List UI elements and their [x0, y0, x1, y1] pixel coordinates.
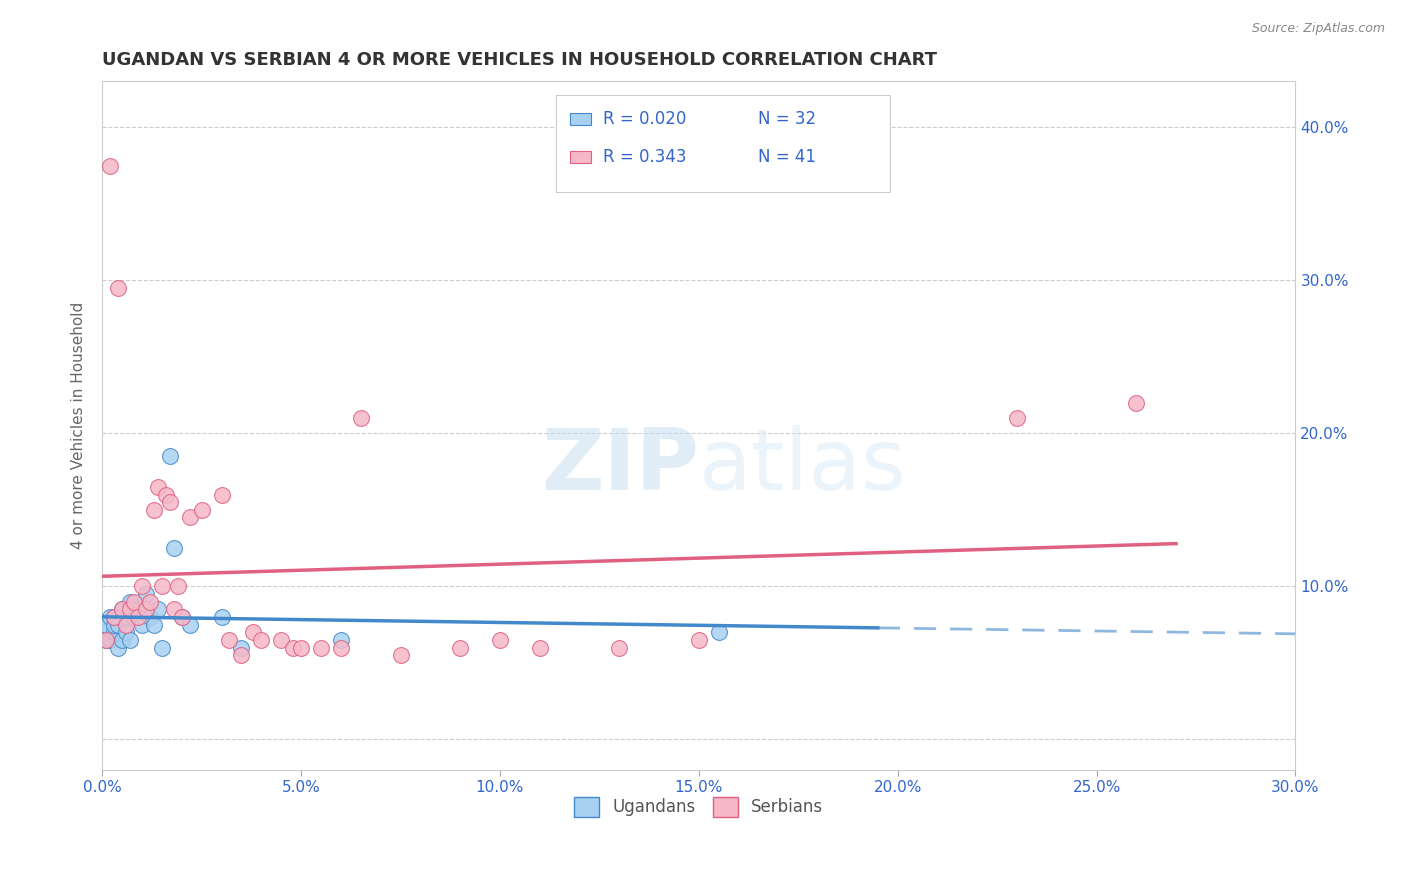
FancyBboxPatch shape [569, 151, 592, 163]
Point [155, 487, 177, 501]
FancyBboxPatch shape [555, 95, 890, 192]
Point [98, 159, 121, 173]
Point [103, 610, 125, 624]
Point [159, 450, 181, 464]
Text: UGANDAN VS SERBIAN 4 OR MORE VEHICLES IN HOUSEHOLD CORRELATION CHART: UGANDAN VS SERBIAN 4 OR MORE VEHICLES IN… [103, 51, 938, 69]
Text: N = 41: N = 41 [758, 148, 817, 166]
Point [489, 632, 512, 647]
Point [150, 579, 173, 593]
Point [329, 640, 352, 655]
Point [179, 617, 201, 632]
Point [290, 640, 312, 655]
Point [329, 632, 352, 647]
Point [146, 480, 169, 494]
Point [159, 495, 181, 509]
Point [150, 640, 173, 655]
Point [688, 632, 710, 647]
Point [170, 610, 193, 624]
Point [142, 617, 165, 632]
Point [103, 617, 125, 632]
Point [103, 610, 125, 624]
Text: Source: ZipAtlas.com: Source: ZipAtlas.com [1251, 22, 1385, 36]
Text: atlas: atlas [699, 425, 907, 508]
Point [142, 503, 165, 517]
Point [111, 602, 134, 616]
Point [107, 617, 129, 632]
Point [122, 610, 145, 624]
Point [350, 411, 373, 425]
Point [118, 595, 141, 609]
Point [98, 610, 121, 624]
Point [190, 503, 212, 517]
Point [139, 595, 162, 609]
Point [179, 510, 201, 524]
Point [139, 610, 162, 624]
Point [529, 640, 551, 655]
Point [103, 625, 125, 640]
Point [135, 602, 157, 616]
Point [146, 602, 169, 616]
Point [127, 602, 149, 616]
Point [218, 632, 240, 647]
FancyBboxPatch shape [569, 113, 592, 126]
Point [250, 632, 273, 647]
Point [96, 632, 118, 647]
Point [231, 640, 253, 655]
Point [118, 602, 141, 616]
Point [607, 640, 630, 655]
Point [107, 281, 129, 295]
Point [1125, 395, 1147, 409]
Point [98, 632, 121, 647]
Point [707, 625, 730, 640]
Text: N = 32: N = 32 [758, 111, 817, 128]
Point [211, 610, 233, 624]
Text: R = 0.343: R = 0.343 [603, 148, 688, 166]
Point [1005, 411, 1028, 425]
Point [96, 632, 118, 647]
Point [131, 617, 153, 632]
Y-axis label: 4 or more Vehicles in Household: 4 or more Vehicles in Household [72, 302, 86, 549]
Point [115, 610, 138, 624]
Point [163, 602, 186, 616]
Text: R = 0.020: R = 0.020 [603, 111, 686, 128]
Point [96, 625, 118, 640]
Point [96, 617, 118, 632]
Point [122, 595, 145, 609]
Point [115, 625, 138, 640]
Point [111, 632, 134, 647]
Point [163, 541, 186, 555]
Point [242, 625, 264, 640]
Point [231, 648, 253, 663]
Point [270, 632, 292, 647]
Point [111, 602, 134, 616]
Point [211, 487, 233, 501]
Point [281, 640, 304, 655]
Point [107, 640, 129, 655]
Point [166, 579, 188, 593]
Point [309, 640, 332, 655]
Text: ZIP: ZIP [541, 425, 699, 508]
Point [135, 587, 157, 601]
Point [170, 610, 193, 624]
Point [127, 610, 149, 624]
Point [389, 648, 412, 663]
Point [118, 632, 141, 647]
Legend: Ugandans, Serbians: Ugandans, Serbians [568, 790, 830, 823]
Point [449, 640, 471, 655]
Point [131, 579, 153, 593]
Point [115, 617, 138, 632]
